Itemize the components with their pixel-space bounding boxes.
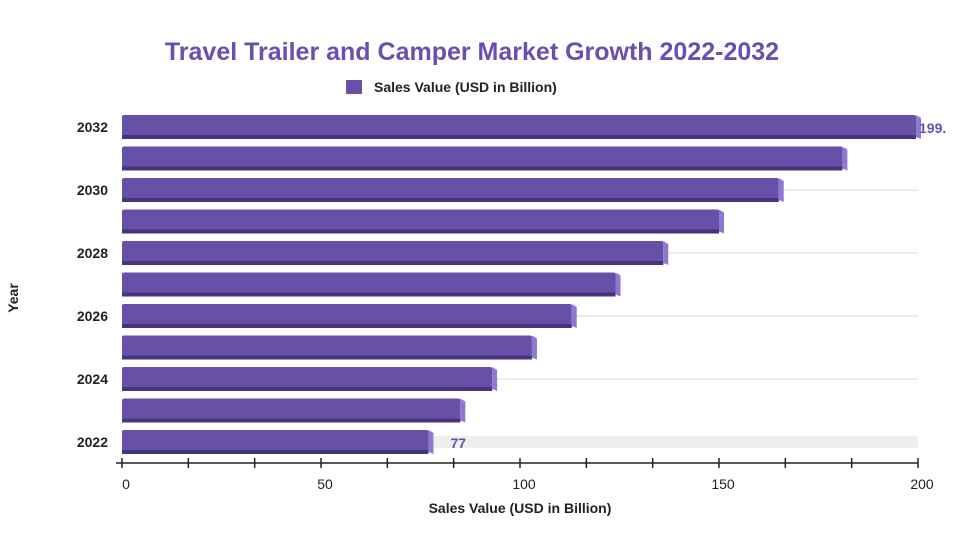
y-tick-label: 2028 [77,245,108,261]
bar [122,304,572,328]
bar-bottom-face [122,261,664,265]
x-tick-label: 0 [122,476,130,492]
x-tick-label: 200 [910,476,934,492]
bar-end-face [428,430,434,454]
legend-label: Sales Value (USD in Billion) [374,79,557,95]
bar [122,115,917,139]
chart-title: Travel Trailer and Camper Market Growth … [164,38,780,66]
bar-end-face [916,115,922,139]
legend: Sales Value (USD in Billion) [346,79,557,95]
bar [122,367,493,391]
bar-end-face [531,335,537,360]
bar-bottom-face [122,198,779,202]
y-tick-label: 2024 [77,371,108,387]
bar-end-face [615,272,621,297]
bar-bottom-face [122,387,493,391]
bar-end-face [571,304,577,328]
bar [122,178,779,202]
bar-end-face [460,398,466,423]
bar-end-face [778,178,784,202]
bar [122,209,719,234]
bar [122,430,429,454]
bar-end-face [719,209,724,234]
x-tick-label: 150 [711,476,735,492]
bar [122,241,664,265]
bar-end-face [842,146,848,171]
y-axis-label: Year [4,283,21,313]
bar-bottom-face [122,166,843,171]
y-tick-label: 2032 [77,119,108,135]
x-axis-label: Sales Value (USD in Billion) [428,500,612,516]
bar [122,272,616,297]
bar-bottom-face [122,292,616,297]
bar-end-face [492,367,498,391]
legend-swatch [346,80,362,94]
bar [122,335,532,360]
y-tick-label: 2026 [77,308,108,324]
x-tick-label: 50 [317,476,333,492]
bar-bottom-face [122,418,461,423]
bar-bottom-face [122,229,719,234]
bar-bottom-face [122,135,917,139]
bar-bottom-face [122,450,429,454]
bar-bottom-face [122,324,572,328]
data-label: 77 [450,435,466,451]
data-label: 199. [919,120,946,136]
y-tick-label: 2030 [77,182,108,198]
bar-end-face [663,241,669,265]
bar [122,146,843,171]
x-tick-label: 100 [512,476,536,492]
y-tick-label: 2022 [77,434,108,450]
bar [122,398,461,423]
bar-bottom-face [122,355,532,360]
shadow-track [422,436,918,448]
